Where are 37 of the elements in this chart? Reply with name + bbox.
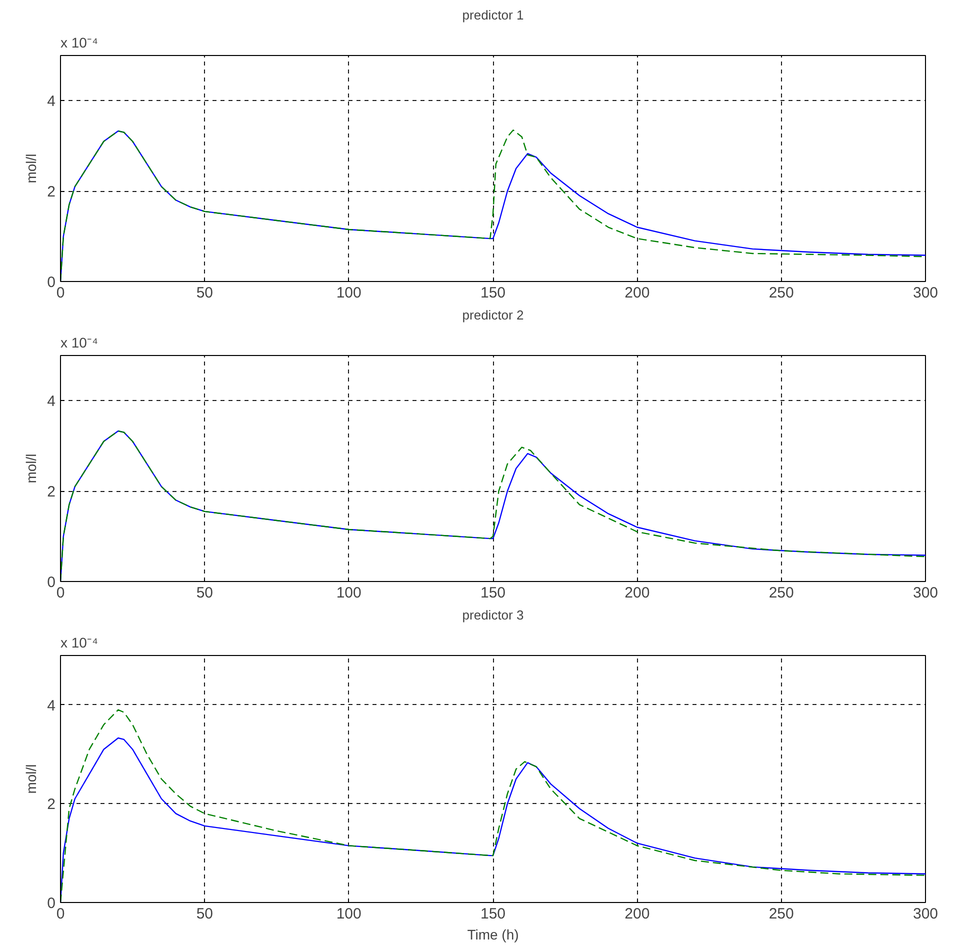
- text: x 10⁻⁴: [60, 34, 98, 50]
- x-tick-label: 300: [912, 284, 938, 302]
- x-tick-label: 300: [912, 906, 938, 922]
- x-axis-title: Time (h): [467, 926, 519, 942]
- chart-title: predictor 1: [462, 8, 524, 22]
- y-axis-title: mol/l: [23, 764, 40, 794]
- y-axis-title: mol/l: [23, 154, 40, 184]
- x-tick-label: 200: [624, 906, 650, 922]
- x-tick-label: 250: [768, 584, 794, 602]
- y-tick-label: 2: [47, 184, 56, 201]
- x-tick-label: 100: [336, 584, 362, 602]
- x-tick-label: 100: [336, 906, 362, 922]
- y-tick-label: 4: [47, 697, 56, 714]
- x-tick-label: 250: [768, 906, 794, 922]
- x-tick-label: 300: [912, 584, 938, 602]
- x-tick-label: 50: [196, 584, 214, 602]
- y-axis-title: mol/l: [23, 454, 40, 484]
- y-tick-label: 2: [47, 796, 56, 814]
- chart-title: predictor 2: [462, 308, 524, 322]
- x-tick-label: 200: [624, 584, 650, 602]
- chart-title: predictor 3: [462, 608, 524, 622]
- x-tick-label: 50: [196, 284, 214, 302]
- y-tick-label: 0: [47, 574, 56, 591]
- y-tick-label: 4: [47, 393, 56, 410]
- x-tick-label: 50: [196, 906, 214, 922]
- x-tick-label: 150: [480, 284, 506, 302]
- y-tick-label: 0: [47, 895, 56, 912]
- y-tick-label: 4: [47, 93, 56, 110]
- x-tick-label: 150: [480, 906, 506, 922]
- y-tick-label: 2: [47, 484, 56, 501]
- text: x 10⁻⁴: [60, 634, 98, 650]
- x-tick-label: 150: [480, 584, 506, 602]
- x-tick-label: 200: [624, 284, 650, 302]
- x-tick-label: 100: [336, 284, 362, 302]
- y-tick-label: 0: [47, 274, 56, 291]
- x-tick-label: 250: [768, 284, 794, 302]
- text: x 10⁻⁴: [60, 334, 98, 350]
